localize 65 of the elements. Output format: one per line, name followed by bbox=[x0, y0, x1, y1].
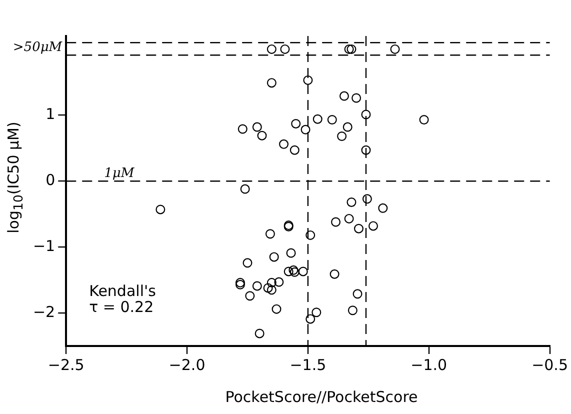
point bbox=[266, 78, 276, 88]
y-tick-label: −1 bbox=[32, 236, 56, 255]
point bbox=[265, 229, 275, 239]
point bbox=[240, 184, 250, 194]
point bbox=[303, 75, 313, 85]
point bbox=[354, 224, 364, 234]
point bbox=[327, 115, 337, 125]
y-tick-label: −2 bbox=[32, 302, 56, 321]
point bbox=[156, 204, 166, 214]
point bbox=[254, 328, 264, 338]
point bbox=[263, 283, 273, 293]
point bbox=[291, 118, 301, 128]
point bbox=[306, 314, 316, 324]
point bbox=[257, 130, 267, 140]
point bbox=[300, 124, 310, 134]
point bbox=[368, 221, 378, 231]
point bbox=[342, 122, 352, 132]
point bbox=[352, 93, 362, 103]
point bbox=[330, 269, 340, 279]
point bbox=[312, 308, 322, 318]
point bbox=[361, 110, 371, 120]
point bbox=[284, 266, 294, 276]
x-tick-label: −2.5 bbox=[48, 356, 84, 374]
x-axis-title: PocketScore//PocketScore bbox=[224, 388, 419, 406]
point bbox=[274, 277, 284, 287]
point bbox=[306, 230, 316, 240]
point bbox=[390, 44, 400, 54]
point bbox=[280, 44, 290, 54]
point bbox=[252, 281, 262, 291]
point bbox=[337, 132, 347, 142]
point bbox=[252, 122, 262, 132]
point bbox=[331, 217, 341, 227]
point bbox=[346, 197, 356, 207]
point bbox=[344, 44, 354, 54]
y-tick-label: 0 bbox=[46, 170, 56, 189]
point bbox=[348, 306, 358, 316]
y-tick-label: 1 bbox=[46, 105, 56, 124]
point bbox=[378, 203, 388, 213]
point bbox=[266, 285, 276, 295]
point bbox=[352, 289, 362, 299]
x-tick-label: −1.5 bbox=[290, 356, 326, 374]
point bbox=[279, 139, 289, 149]
point bbox=[339, 91, 349, 101]
ref-line-label: 1μM bbox=[104, 166, 135, 181]
point bbox=[298, 266, 308, 276]
point bbox=[238, 124, 248, 134]
point bbox=[419, 115, 429, 125]
x-tick-label: −1.0 bbox=[410, 356, 448, 374]
point bbox=[286, 248, 296, 258]
point bbox=[346, 44, 356, 54]
point bbox=[361, 145, 371, 155]
point bbox=[312, 114, 322, 124]
point bbox=[362, 194, 372, 204]
point bbox=[266, 278, 276, 288]
point bbox=[344, 214, 354, 224]
point bbox=[269, 252, 279, 262]
point bbox=[242, 258, 252, 268]
point bbox=[290, 145, 300, 155]
point bbox=[272, 304, 282, 314]
x-tick-label: −0.5 bbox=[532, 356, 568, 374]
point bbox=[245, 291, 255, 301]
ref-line-label: >50μM bbox=[12, 40, 63, 56]
annotation: Kendall's τ = 0.22 bbox=[89, 282, 156, 316]
point bbox=[266, 44, 276, 54]
x-tick-label: −2.0 bbox=[168, 356, 206, 374]
